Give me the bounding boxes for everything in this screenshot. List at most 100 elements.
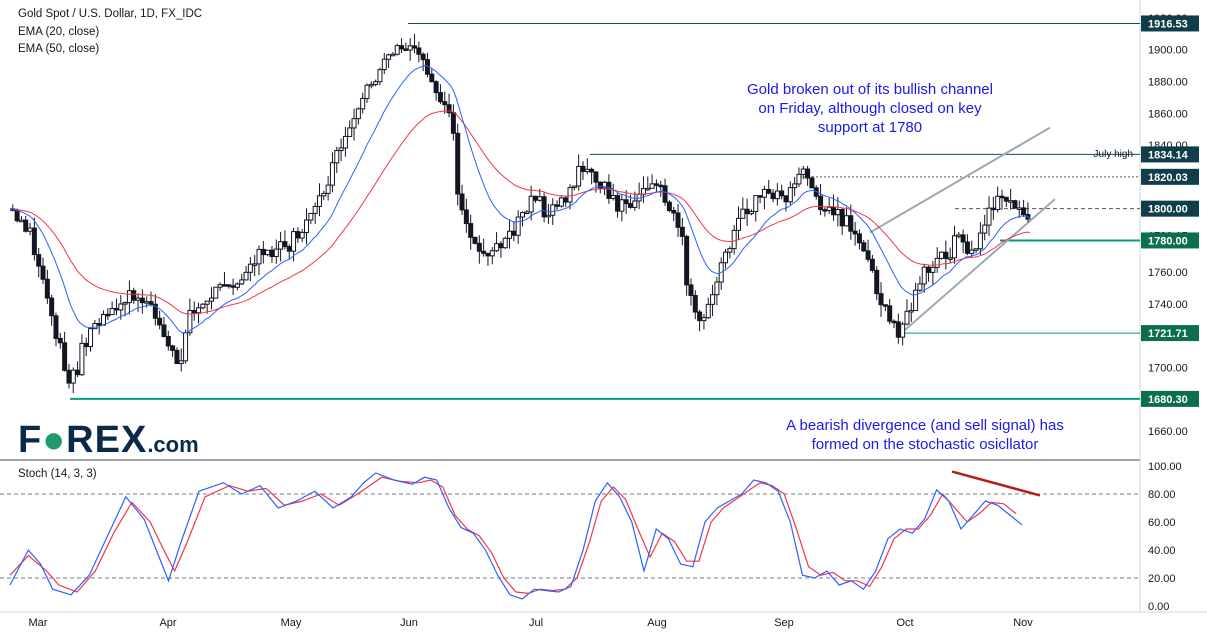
candle-body: [688, 284, 694, 296]
candle-body: [355, 108, 361, 120]
candle-body: [792, 183, 798, 189]
candle-body: [476, 242, 482, 252]
candle-body: [230, 285, 236, 288]
candle-body: [338, 147, 344, 152]
candle-body: [157, 317, 163, 326]
level-badge: [1141, 15, 1199, 32]
level-badge: [1141, 146, 1199, 163]
candle-body: [83, 342, 89, 348]
ema-lines: [9, 64, 1031, 334]
candle-body: [913, 289, 919, 311]
stoch-k-line: [9, 472, 1023, 600]
candle-body: [589, 168, 595, 173]
candle-body: [723, 251, 729, 264]
candle-body: [748, 211, 754, 215]
candle-body: [969, 249, 975, 254]
candle-body: [606, 181, 612, 199]
candle-body: [196, 307, 202, 314]
candle-body: [977, 232, 983, 250]
candle-body: [178, 360, 184, 365]
candle-body: [757, 195, 763, 198]
price-tick-label: 1660.00: [1148, 426, 1188, 438]
price-pane[interactable]: [0, 0, 1140, 460]
candle-body: [316, 195, 322, 207]
candle-body: [450, 112, 456, 134]
candle-body: [831, 206, 837, 216]
stoch-d-line: [9, 476, 1017, 595]
annotation-line: support at 1780: [817, 119, 923, 136]
candle-body: [152, 303, 158, 319]
candle-body: [900, 323, 906, 338]
candle-body: [416, 47, 422, 55]
candle-body: [291, 231, 297, 252]
candle-body: [839, 208, 845, 227]
candle-body: [79, 342, 85, 376]
candle-body: [334, 150, 340, 164]
candle-body: [740, 208, 746, 219]
candle-body: [1012, 200, 1018, 209]
candle-body: [170, 345, 176, 351]
candle-body: [278, 241, 284, 250]
candle-body: [144, 301, 150, 304]
channel-lower-line: [899, 198, 1056, 335]
candle-body: [377, 69, 383, 83]
candle-body: [256, 248, 262, 265]
stoch-axis[interactable]: 0.00 20.00 40.00 60.00 80.00 100.00: [1148, 461, 1182, 613]
price-tick-label: 1760.00: [1148, 267, 1188, 279]
candle-body: [956, 234, 962, 237]
candle-body: [135, 297, 141, 301]
candle-body: [580, 165, 586, 173]
stoch-legend: Stoch (14, 3, 3): [18, 468, 97, 480]
candle-body: [645, 187, 651, 191]
candle-body: [18, 219, 24, 223]
price-axis[interactable]: 1660.001680.001700.001720.001740.001760.…: [1148, 13, 1188, 438]
candle-body: [874, 269, 880, 295]
candle-body: [347, 127, 353, 137]
candle-body: [446, 104, 452, 114]
candle-body: [934, 257, 940, 268]
annotation-breakout: Gold broken out of its bullish channel o…: [730, 80, 1010, 137]
candle-body: [122, 302, 128, 305]
candle-body: [269, 249, 275, 258]
candle-body: [623, 199, 629, 205]
level-value-label: 1680.30: [1148, 394, 1188, 406]
candle-body: [705, 303, 711, 319]
candle-body: [390, 53, 396, 57]
candle-body: [463, 209, 469, 225]
candle-body: [174, 349, 180, 365]
price-tick-label: 1880.00: [1148, 77, 1188, 89]
candle-body: [796, 173, 802, 185]
candle-body: [986, 207, 992, 226]
month-label: Apr: [159, 617, 176, 629]
candle-body: [666, 201, 672, 212]
candle-body: [420, 53, 426, 61]
ema20-line: [9, 64, 1031, 334]
level-value-label: 1721.71: [1148, 328, 1188, 340]
time-axis[interactable]: Mar Apr May Jun Jul Aug Sep Oct Nov: [29, 617, 1034, 629]
candle-body: [286, 246, 292, 252]
candle-body: [990, 207, 996, 211]
level-badge: [1141, 232, 1199, 249]
candle-body: [200, 303, 206, 309]
candle-body: [982, 224, 988, 234]
candle-body: [75, 369, 81, 376]
candle-body: [515, 216, 521, 236]
candle-body: [610, 194, 616, 199]
logo-o-icon: ●: [42, 419, 67, 461]
candle-body: [351, 118, 357, 129]
candle-body: [947, 257, 953, 260]
candle-body: [891, 320, 897, 324]
candle-body: [442, 101, 448, 106]
candle-body: [878, 293, 884, 306]
chart-title: Gold Spot / U.S. Dollar, 1D, FX_IDC: [18, 8, 203, 20]
candle-body: [632, 200, 638, 208]
candle-body: [541, 196, 547, 218]
candle-body: [684, 235, 690, 286]
level-value-label: 1800.00: [1148, 204, 1188, 216]
candle-body: [399, 45, 405, 50]
candle-body: [558, 197, 564, 207]
candle-body: [502, 237, 508, 249]
candle-body: [904, 310, 910, 325]
candles: [10, 33, 1031, 394]
